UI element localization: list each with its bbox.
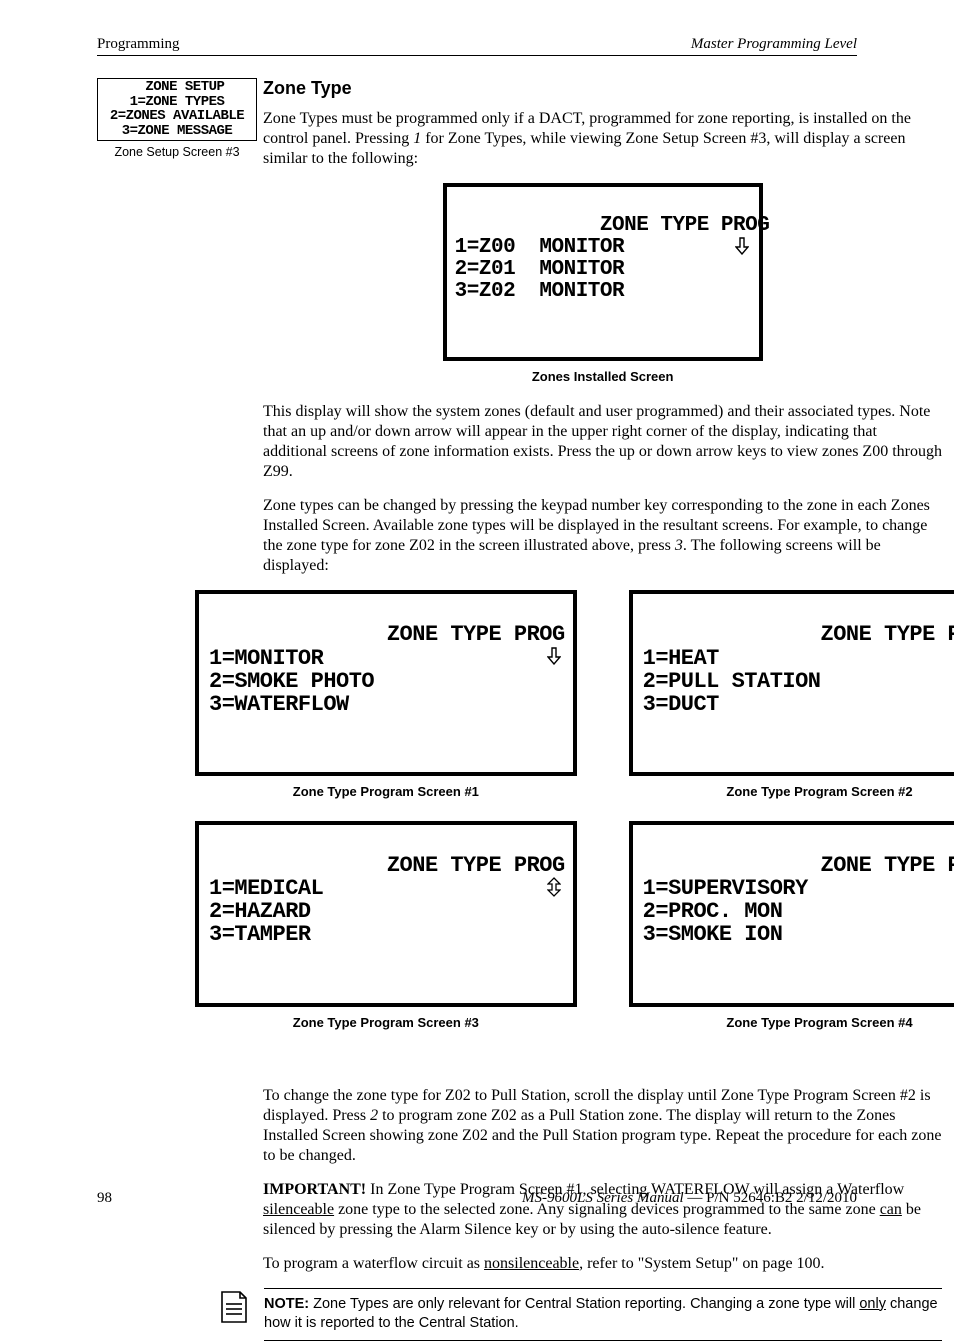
- lcd-zones-installed: ZONE TYPE PROG 1=Z00 MONITOR 2=Z01 MONIT…: [443, 183, 763, 361]
- sidebar-caption: Zone Setup Screen #3: [97, 145, 257, 159]
- sidebar: ZONE SETUP 1=ZONE TYPES 2=ZONES AVAILABL…: [97, 78, 257, 159]
- paragraph-important: IMPORTANT! In Zone Type Program Screen #…: [263, 1180, 942, 1240]
- main-content: Zone Type Zone Types must be programmed …: [263, 78, 942, 1341]
- zone-type-screens-grid: ZONE TYPE PROG 1=MONITOR 2=SMOKE PHOTO 3…: [195, 590, 954, 1029]
- page-number: 98: [97, 1190, 112, 1207]
- section-heading: Zone Type: [263, 78, 942, 99]
- lcd-zone-type-3: ZONE TYPE PROG 1=MEDICAL 2=HAZARD 3=TAMP…: [195, 821, 577, 1007]
- lcd-caption-3: Zone Type Program Screen #3: [195, 1015, 577, 1030]
- paragraph-intro: Zone Types must be programmed only if a …: [263, 109, 942, 169]
- lcd-caption-4: Zone Type Program Screen #4: [629, 1015, 954, 1030]
- note-text: NOTE: Zone Types are only relevant for C…: [264, 1288, 942, 1341]
- lcd-zone-type-4: ZONE TYPE PROG 1=SUPERVISORY 2=PROC. MON…: [629, 821, 954, 1007]
- down-arrow-icon: [547, 600, 563, 710]
- lcd-zone-type-1: ZONE TYPE PROG 1=MONITOR 2=SMOKE PHOTO 3…: [195, 590, 577, 776]
- paragraph-change-types: Zone types can be changed by pressing th…: [263, 496, 942, 576]
- lcd-zone-type-2: ZONE TYPE PROG 1=HEAT 2=PULL STATION 3=D…: [629, 590, 954, 776]
- header-left: Programming: [97, 36, 180, 53]
- down-arrow-icon: [735, 193, 751, 299]
- paragraph-display-desc: This display will show the system zones …: [263, 402, 942, 482]
- page-header: Programming Master Programming Level: [97, 36, 857, 56]
- page-footer: 98 MS-9600LS Series Manual — P/N 52646:B…: [97, 1190, 857, 1207]
- footer-right: MS-9600LS Series Manual — P/N 52646:B2 2…: [522, 1190, 857, 1207]
- lcd-zone-setup: ZONE SETUP 1=ZONE TYPES 2=ZONES AVAILABL…: [97, 78, 257, 141]
- paragraph-nonsilenceable: To program a waterflow circuit as nonsil…: [263, 1254, 942, 1274]
- header-right: Master Programming Level: [691, 36, 857, 53]
- note-icon: [218, 1288, 252, 1329]
- paragraph-pull-station: To change the zone type for Z02 to Pull …: [263, 1086, 942, 1166]
- updown-arrow-icon: [547, 831, 563, 943]
- lcd-caption-2: Zone Type Program Screen #2: [629, 784, 954, 799]
- note-block: NOTE: Zone Types are only relevant for C…: [218, 1288, 942, 1341]
- lcd-main-caption: Zones Installed Screen: [443, 369, 763, 384]
- lcd-caption-1: Zone Type Program Screen #1: [195, 784, 577, 799]
